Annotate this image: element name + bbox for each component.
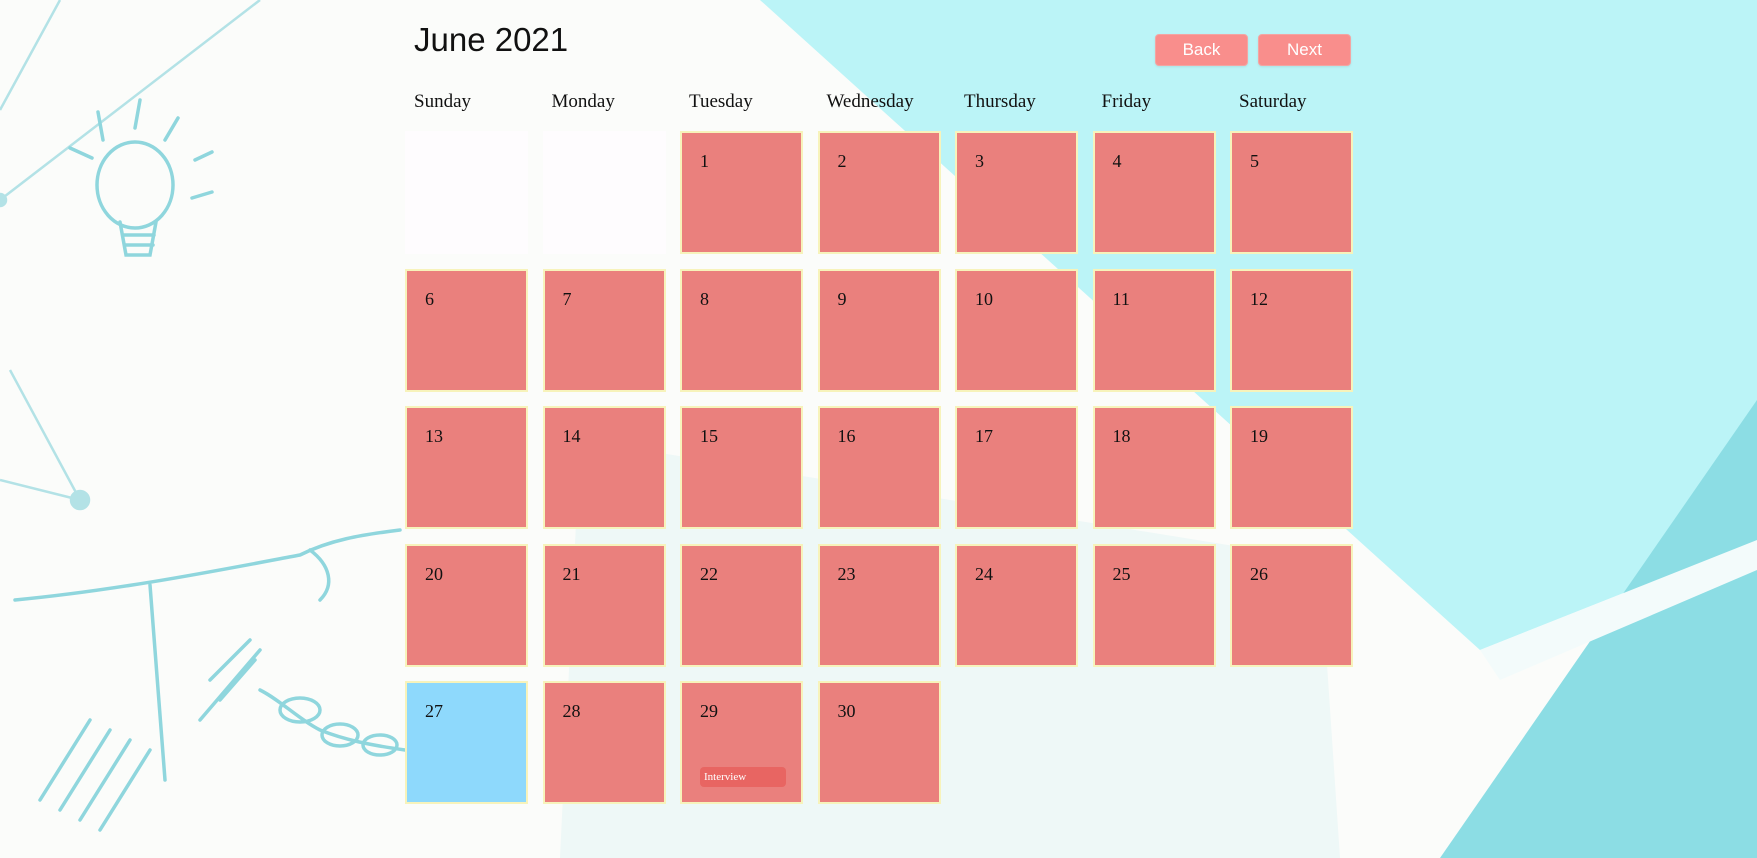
day-cell[interactable]: 15 bbox=[680, 406, 803, 529]
month-grid: 1 2 3 4 5 6 7 8 9 10 11 12 13 14 15 16 17 18 19 20 21 22 23 24 2… bbox=[405, 131, 1365, 831]
next-button[interactable]: Next bbox=[1258, 34, 1351, 66]
weekday-saturday: Saturday bbox=[1239, 91, 1307, 112]
day-cell[interactable]: 4 bbox=[1092, 131, 1216, 254]
day-number: 14 bbox=[562, 426, 581, 446]
weekday-wednesday: Wednesday bbox=[826, 91, 914, 112]
day-cell[interactable]: 26 bbox=[1230, 543, 1353, 667]
back-button[interactable]: Back bbox=[1155, 34, 1248, 66]
day-number: 21 bbox=[562, 563, 581, 584]
empty-day-cell bbox=[405, 131, 528, 254]
day-cell[interactable]: 22 bbox=[680, 543, 803, 667]
day-cell[interactable]: 28 bbox=[542, 681, 666, 804]
day-number: 27 bbox=[425, 701, 443, 721]
day-number: 12 bbox=[1250, 288, 1268, 309]
day-cell[interactable]: 6 bbox=[405, 268, 528, 392]
day-cell[interactable]: 17 bbox=[955, 406, 1078, 529]
day-number: 2 bbox=[837, 151, 847, 171]
day-cell[interactable]: 23 bbox=[817, 543, 941, 667]
event-chip[interactable]: Interview bbox=[700, 767, 786, 787]
month-title: June 2021 bbox=[414, 21, 569, 58]
weekday-friday: Friday bbox=[1101, 91, 1152, 112]
day-number: 5 bbox=[1250, 151, 1259, 171]
day-number: 25 bbox=[1112, 563, 1131, 584]
day-number: 19 bbox=[1250, 426, 1268, 446]
day-cell[interactable]: 25 bbox=[1092, 543, 1216, 667]
day-cell[interactable]: 8 bbox=[680, 268, 803, 392]
day-number: 17 bbox=[975, 426, 993, 446]
day-cell[interactable]: 11 bbox=[1092, 268, 1216, 392]
day-cell-today[interactable]: 27 bbox=[405, 681, 528, 804]
day-number: 28 bbox=[562, 701, 581, 721]
day-cell[interactable]: 16 bbox=[817, 406, 941, 529]
day-number: 13 bbox=[425, 426, 443, 446]
empty-day-cell bbox=[542, 131, 666, 254]
day-cell[interactable]: 13 bbox=[405, 406, 528, 529]
day-cell[interactable]: 12 bbox=[1230, 268, 1353, 392]
day-cell[interactable]: 19 bbox=[1230, 406, 1353, 529]
weekday-monday: Monday bbox=[551, 91, 615, 112]
day-number: 7 bbox=[562, 288, 572, 309]
day-number: 18 bbox=[1112, 426, 1131, 446]
day-cell[interactable]: 21 bbox=[542, 543, 666, 667]
day-number: 3 bbox=[975, 151, 984, 171]
day-number: 6 bbox=[425, 288, 434, 309]
day-number: 30 bbox=[837, 701, 856, 721]
day-number: 29 bbox=[700, 701, 718, 721]
day-number: 11 bbox=[1112, 288, 1130, 309]
weekday-header-row: Sunday Monday Tuesday Wednesday Thursday Frid… bbox=[414, 91, 1374, 115]
day-cell[interactable]: 30 bbox=[817, 681, 941, 804]
weekday-sunday: Sunday bbox=[414, 91, 471, 112]
day-cell[interactable]: 3 bbox=[955, 131, 1078, 254]
day-cell[interactable]: 18 bbox=[1092, 406, 1216, 529]
day-cell[interactable]: 29 Interview bbox=[680, 681, 803, 804]
day-cell[interactable]: 20 bbox=[405, 543, 528, 667]
day-number: 4 bbox=[1112, 151, 1122, 171]
day-cell[interactable]: 24 bbox=[955, 543, 1078, 667]
day-number: 20 bbox=[425, 563, 443, 584]
day-cell[interactable]: 14 bbox=[542, 406, 666, 529]
day-cell[interactable]: 5 bbox=[1230, 131, 1353, 254]
day-number: 23 bbox=[837, 563, 856, 584]
day-cell[interactable]: 9 bbox=[817, 268, 941, 392]
weekday-thursday: Thursday bbox=[964, 91, 1036, 112]
day-number: 24 bbox=[975, 563, 993, 584]
day-cell[interactable]: 2 bbox=[817, 131, 941, 254]
day-number: 15 bbox=[700, 426, 718, 446]
day-cell[interactable]: 7 bbox=[542, 268, 666, 392]
day-number: 8 bbox=[700, 288, 709, 309]
day-number: 22 bbox=[700, 563, 718, 584]
calendar: June 2021 Back Next Sunday Monday Tuesday W… bbox=[405, 0, 1365, 858]
day-number: 9 bbox=[837, 288, 847, 309]
day-cell[interactable]: 10 bbox=[955, 268, 1078, 392]
day-number: 10 bbox=[975, 288, 993, 309]
weekday-tuesday: Tuesday bbox=[689, 91, 753, 112]
day-cell[interactable]: 1 bbox=[680, 131, 803, 254]
day-number: 26 bbox=[1250, 563, 1268, 584]
day-number: 16 bbox=[837, 426, 856, 446]
day-number: 1 bbox=[700, 151, 709, 171]
